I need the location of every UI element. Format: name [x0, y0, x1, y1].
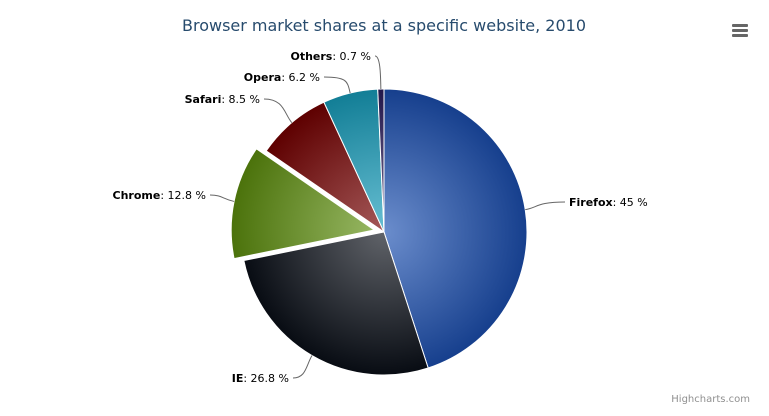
connector-firefox [525, 201, 566, 211]
connector-chrome [209, 194, 235, 202]
connector-others [374, 55, 382, 90]
data-label-safari: Safari: 8.5 % [185, 93, 260, 106]
connector-ie [292, 355, 313, 379]
data-label-ie: IE: 26.8 % [232, 372, 289, 385]
connector-safari [263, 98, 293, 124]
slice-ie[interactable] [243, 231, 429, 376]
chart-title: Browser market shares at a specific webs… [182, 16, 586, 35]
data-label-others: Others: 0.7 % [290, 50, 371, 63]
data-label-opera: Opera: 6.2 % [244, 71, 320, 84]
slice-others[interactable] [377, 88, 385, 233]
connector-opera [323, 76, 351, 94]
credits-link[interactable]: Highcharts.com [671, 394, 750, 405]
data-label-firefox: Firefox: 45 % [569, 196, 648, 209]
slice-firefox[interactable] [383, 88, 528, 369]
data-label-chrome: Chrome: 12.8 % [113, 189, 206, 202]
hamburger-menu-icon[interactable] [728, 20, 752, 42]
